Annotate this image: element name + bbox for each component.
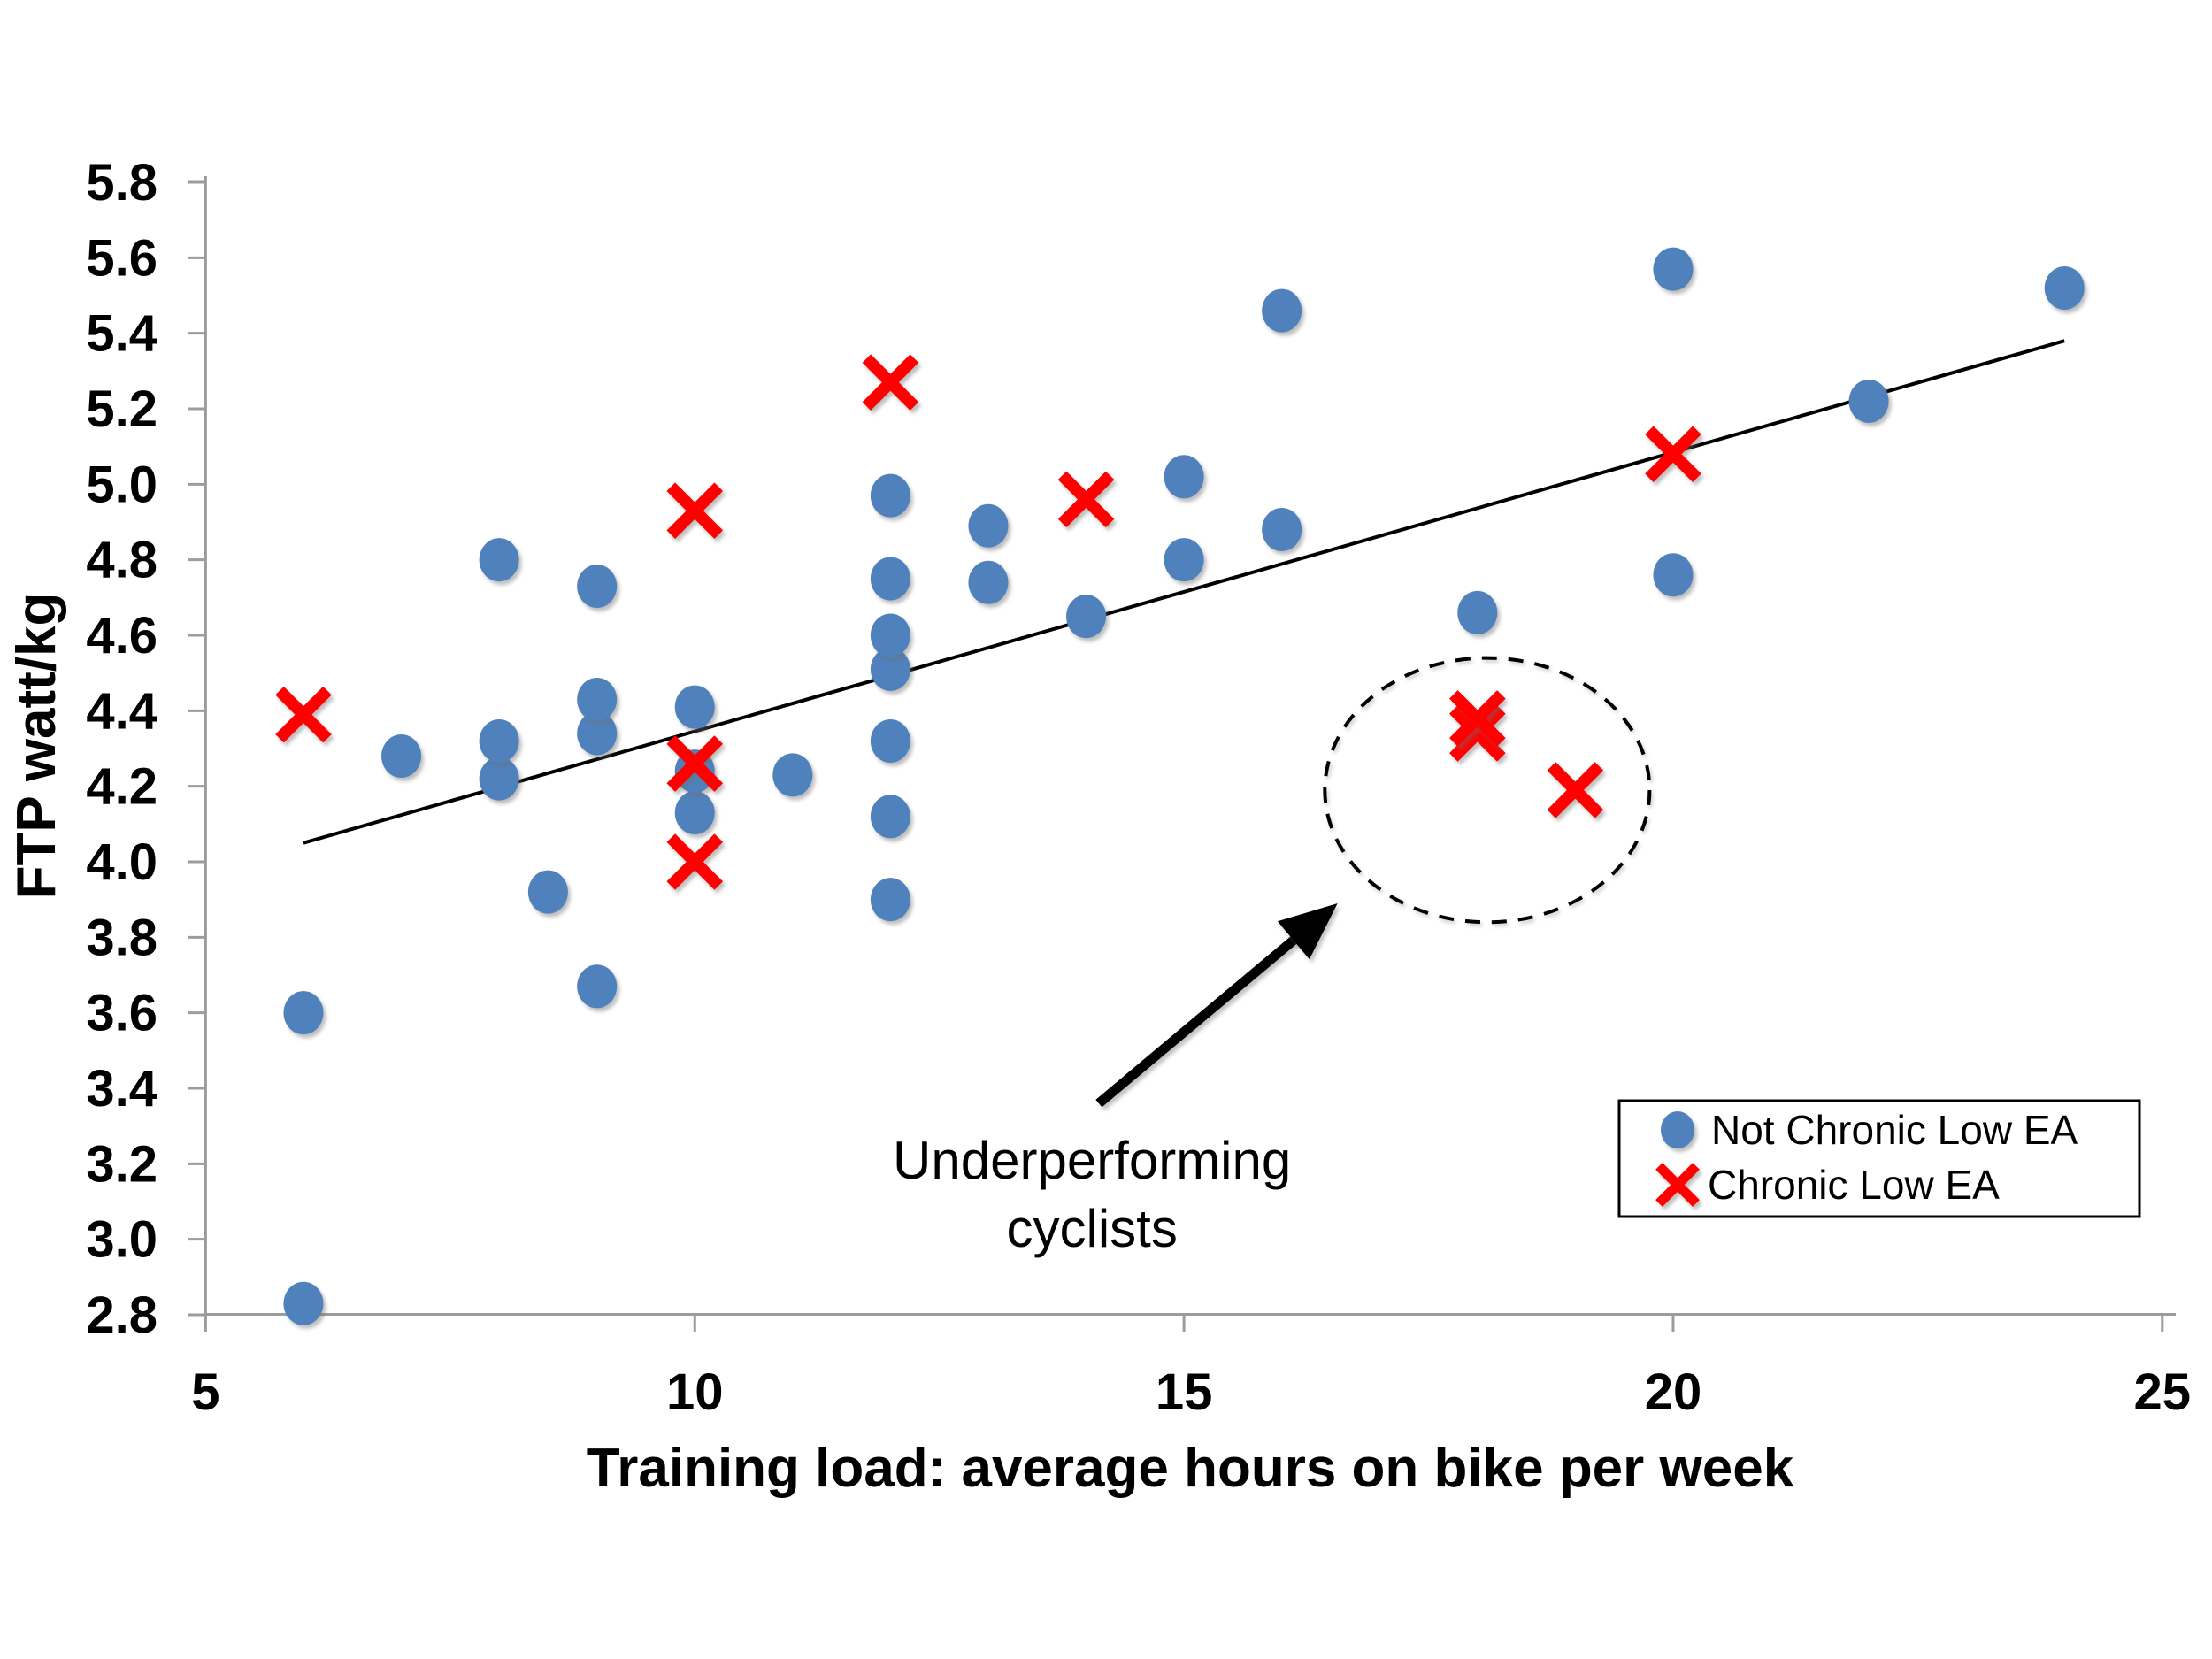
y-tick-label: 4.2 <box>86 758 157 816</box>
y-tick-label: 3.6 <box>86 985 157 1042</box>
y-tick-label: 5.2 <box>86 380 157 438</box>
data-point-circle <box>870 613 910 657</box>
legend-item-not-chronic: Not Chronic Low EA <box>1711 1107 2078 1153</box>
x-axis-title: Training load: average hours on bike per… <box>587 1438 1794 1499</box>
legend-circle-icon <box>1661 1111 1694 1148</box>
data-point-circle <box>870 718 910 763</box>
data-point-x <box>1057 471 1115 528</box>
data-point-x <box>1449 690 1506 747</box>
legend-item-chronic: Chronic Low EA <box>1708 1162 2000 1208</box>
y-tick-label: 5.4 <box>86 305 157 363</box>
y-tick-label: 5.0 <box>86 456 157 513</box>
y-tick-label: 5.8 <box>86 154 157 211</box>
data-point-circle <box>870 557 910 601</box>
data-point-x <box>1547 762 1604 818</box>
annotation-shapes <box>1095 656 1652 1108</box>
legend-x-icon <box>1655 1163 1700 1207</box>
x-tick-label: 20 <box>1645 1363 1702 1421</box>
axes: 2.8 3.0 3.2 3.4 3.6 3.8 4.0 4.2 4.4 4.6 4.8 5.0 5.2 5… <box>86 154 2191 1421</box>
y-tick-label: 3.2 <box>86 1135 157 1193</box>
data-point-circle <box>527 870 568 914</box>
arrow-shaft <box>1095 927 1307 1108</box>
data-point-circle <box>1066 595 1107 639</box>
data-points <box>275 247 2085 1325</box>
y-tick-label: 5.6 <box>86 229 157 287</box>
y-tick-label: 3.0 <box>86 1211 157 1269</box>
data-point-x <box>666 482 724 539</box>
y-tick-label: 2.8 <box>86 1286 157 1344</box>
y-tick-label: 4.4 <box>86 682 157 740</box>
annotation-line1: Underperforming <box>893 1131 1291 1190</box>
x-tick-label: 25 <box>2134 1363 2192 1421</box>
data-point-circle <box>2044 265 2085 310</box>
data-point-circle <box>1262 508 1302 552</box>
data-point-x <box>666 735 724 792</box>
data-point-circle <box>1848 379 1889 423</box>
y-axis-title: FTP watt/kg <box>6 593 67 900</box>
data-point-x <box>1645 426 1701 482</box>
data-point-circle <box>1164 455 1204 499</box>
trend-line <box>303 339 2065 845</box>
y-tick-label: 3.4 <box>86 1060 157 1118</box>
y-tick-label: 4.8 <box>86 532 157 589</box>
data-point-circle <box>479 718 519 763</box>
data-point-circle <box>968 560 1009 604</box>
data-point-circle <box>772 753 813 797</box>
data-point-circle <box>1653 247 1694 291</box>
data-point-circle <box>870 878 910 922</box>
trendline <box>303 339 2065 845</box>
y-tick-label: 4.6 <box>86 607 157 664</box>
x-tick-label: 5 <box>191 1363 219 1421</box>
y-tick-label: 3.8 <box>86 909 157 966</box>
data-point-circle <box>479 757 519 801</box>
data-point-circle <box>1653 553 1694 597</box>
data-point-circle <box>674 791 715 835</box>
data-point-circle <box>674 685 715 729</box>
data-point-circle <box>577 711 618 756</box>
data-point-circle <box>577 565 618 609</box>
data-point-x <box>862 354 919 411</box>
underperformers-ellipse <box>1323 656 1652 925</box>
data-point-circle <box>577 964 618 1009</box>
arrow-head-icon <box>1277 902 1338 960</box>
x-tick-label: 10 <box>666 1363 724 1421</box>
data-point-circle <box>283 991 324 1035</box>
data-point-circle <box>870 795 910 839</box>
data-point-x <box>666 833 724 890</box>
y-axis-ticks: 2.8 3.0 3.2 3.4 3.6 3.8 4.0 4.2 4.4 4.6 4.8 5.0 5.2 5… <box>86 154 206 1344</box>
data-point-circle <box>1164 538 1204 582</box>
data-point-circle <box>381 734 422 779</box>
data-point-x <box>1449 705 1506 762</box>
annotation-line2: cyclists <box>1006 1199 1177 1258</box>
legend: Not Chronic Low EA Chronic Low EA <box>1617 1099 2141 1218</box>
x-tick-label: 15 <box>1156 1363 1213 1421</box>
data-point-circle <box>870 473 910 518</box>
data-point-x <box>275 686 332 743</box>
data-point-circle <box>479 538 519 582</box>
data-point-circle <box>1262 288 1302 333</box>
annotation: Underperforming cyclists <box>893 1131 1291 1258</box>
x-axis-ticks: 5 10 15 20 25 <box>191 1314 2192 1421</box>
data-point-circle <box>968 503 1009 548</box>
data-point-circle <box>1457 590 1498 634</box>
data-point-circle <box>577 678 618 722</box>
data-point-circle <box>283 1281 324 1325</box>
y-tick-label: 4.0 <box>86 833 157 891</box>
legend-box <box>1617 1099 2141 1218</box>
data-point-circle <box>870 647 910 691</box>
